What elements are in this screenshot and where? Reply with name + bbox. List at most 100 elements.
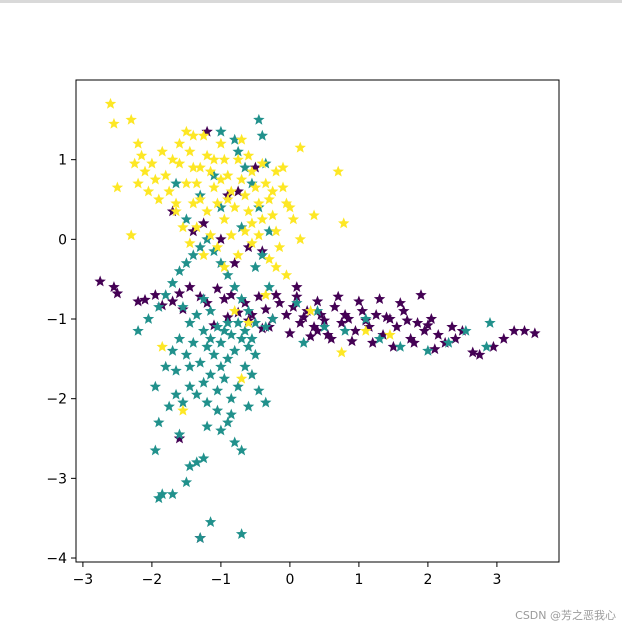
star-point bbox=[197, 249, 210, 261]
star-point bbox=[218, 372, 231, 384]
star-point bbox=[373, 332, 386, 344]
star-point bbox=[263, 253, 275, 265]
star-point bbox=[222, 269, 234, 281]
star-point bbox=[187, 336, 200, 348]
star-point bbox=[242, 241, 255, 253]
star-point bbox=[184, 460, 196, 472]
star-point bbox=[191, 221, 203, 233]
star-point bbox=[311, 324, 324, 336]
star-point bbox=[225, 229, 237, 241]
star-point bbox=[246, 177, 258, 189]
star-point bbox=[201, 340, 213, 352]
star-point bbox=[401, 314, 413, 326]
star-point bbox=[266, 185, 279, 197]
star-point bbox=[487, 340, 500, 352]
star-point bbox=[342, 313, 355, 324]
star-point bbox=[325, 332, 338, 344]
star-point bbox=[260, 303, 272, 315]
star-point bbox=[260, 289, 272, 300]
star-point bbox=[211, 384, 224, 396]
x-axis: −3 −2 −1 0 1 2 3 bbox=[73, 562, 501, 588]
star-point bbox=[108, 281, 120, 292]
star-point bbox=[215, 201, 227, 213]
star-point bbox=[270, 289, 282, 300]
star-point bbox=[197, 217, 210, 229]
star-point bbox=[256, 157, 269, 169]
star-point bbox=[184, 316, 196, 328]
star-point bbox=[170, 177, 182, 189]
star-point bbox=[153, 193, 165, 205]
star-point bbox=[432, 328, 444, 340]
star-point bbox=[242, 400, 255, 412]
star-point bbox=[218, 261, 231, 273]
star-point bbox=[222, 316, 234, 328]
star-point bbox=[222, 311, 234, 323]
star-point bbox=[277, 181, 289, 193]
star-point bbox=[253, 113, 265, 125]
star-point bbox=[280, 197, 293, 209]
star-point bbox=[242, 305, 255, 316]
star-point bbox=[322, 328, 334, 340]
star-point bbox=[170, 197, 182, 209]
star-point bbox=[242, 340, 255, 352]
star-point bbox=[287, 213, 300, 225]
star-point bbox=[208, 153, 220, 165]
star-point bbox=[473, 348, 486, 360]
star-point bbox=[166, 277, 179, 289]
star-point bbox=[253, 290, 265, 302]
star-point bbox=[211, 320, 224, 332]
star-point bbox=[338, 217, 350, 229]
star-point bbox=[201, 297, 213, 308]
star-point bbox=[246, 217, 258, 229]
star-point bbox=[346, 335, 358, 347]
star-point bbox=[249, 316, 262, 328]
star-point bbox=[228, 305, 241, 316]
star-point bbox=[173, 137, 186, 149]
star-point bbox=[218, 153, 231, 165]
star-point bbox=[253, 229, 265, 241]
star-point bbox=[266, 209, 279, 221]
star-point bbox=[211, 282, 224, 294]
star-point bbox=[360, 313, 372, 324]
star-point bbox=[284, 201, 296, 213]
star-point bbox=[384, 313, 396, 324]
x-tick-label: −1 bbox=[211, 572, 232, 588]
star-point bbox=[139, 165, 151, 177]
star-point bbox=[194, 241, 206, 253]
star-point bbox=[249, 348, 262, 360]
star-point bbox=[156, 488, 168, 500]
star-point bbox=[163, 185, 175, 197]
star-point bbox=[246, 368, 258, 380]
y-axis: −4 −3 −2 −1 0 1 bbox=[46, 153, 76, 567]
star-point bbox=[94, 275, 106, 287]
star-point bbox=[467, 346, 479, 358]
star-point bbox=[194, 356, 206, 368]
star-point bbox=[422, 344, 434, 356]
y-tick-label: 1 bbox=[58, 153, 67, 169]
star-point bbox=[480, 340, 493, 352]
star-point bbox=[363, 320, 375, 332]
star-point bbox=[204, 305, 217, 316]
star-point bbox=[239, 324, 251, 336]
star-point bbox=[201, 149, 213, 161]
star-point bbox=[125, 113, 137, 125]
star-point bbox=[335, 346, 348, 358]
star-point bbox=[149, 289, 162, 300]
star-point bbox=[291, 281, 303, 292]
star-point bbox=[422, 319, 434, 331]
star-point bbox=[235, 173, 248, 185]
star-point bbox=[194, 532, 206, 543]
star-point bbox=[215, 173, 227, 185]
star-point bbox=[166, 153, 179, 165]
x-tick-label: −2 bbox=[142, 572, 163, 588]
star-point bbox=[228, 436, 241, 448]
star-point bbox=[518, 324, 531, 336]
star-point bbox=[215, 125, 227, 137]
series-2 bbox=[104, 97, 396, 416]
star-point bbox=[228, 281, 241, 292]
x-tick-label: 1 bbox=[354, 572, 363, 588]
star-point bbox=[228, 133, 241, 145]
star-point bbox=[208, 348, 220, 360]
star-point bbox=[246, 309, 258, 320]
